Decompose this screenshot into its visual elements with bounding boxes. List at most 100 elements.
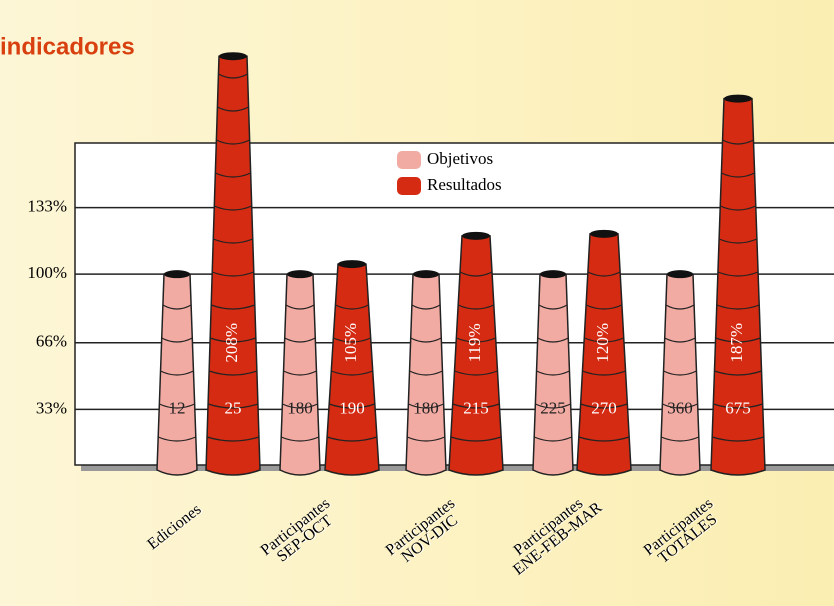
y-tick-label: 33%	[36, 398, 67, 417]
count-label: 215	[463, 398, 489, 417]
bar-ring	[454, 370, 498, 376]
bar-ring	[714, 370, 762, 376]
bar-ring	[716, 304, 760, 310]
bar-ring	[159, 403, 195, 409]
bar-ring	[584, 337, 624, 343]
bar-ring	[578, 436, 630, 442]
bar	[576, 233, 632, 476]
count-label: 270	[591, 398, 617, 417]
bar-ring	[662, 403, 698, 409]
legend-label: Resultados	[427, 175, 502, 194]
bar-ring	[411, 304, 441, 310]
value-label: 208%	[222, 323, 241, 363]
bar-ring	[711, 436, 765, 442]
bar-ring	[209, 337, 257, 343]
bar-ring	[212, 271, 254, 277]
bar-ring	[282, 403, 318, 409]
bar-ring	[717, 271, 759, 277]
bar-ring	[713, 403, 763, 409]
bar-ring	[214, 205, 252, 211]
bar-ring	[452, 403, 500, 409]
bar-ring	[215, 172, 251, 178]
bar-ring	[331, 370, 373, 376]
bar-ring	[161, 337, 193, 343]
bar-top	[667, 270, 693, 279]
chart-title: indicadores	[0, 33, 135, 60]
bar-ring	[533, 436, 573, 442]
count-label: 180	[287, 398, 313, 417]
bar-ring	[410, 337, 442, 343]
bar-ring	[207, 403, 259, 409]
bar-ring	[665, 304, 695, 310]
bar-ring	[409, 370, 443, 376]
bar-ring	[326, 436, 378, 442]
bar-ring	[721, 172, 755, 178]
count-label: 675	[725, 398, 751, 417]
bar-ring	[335, 304, 369, 310]
value-label: 120%	[593, 323, 612, 363]
y-tick-label: 66%	[36, 332, 67, 351]
bar-ring	[664, 337, 696, 343]
bar-top	[219, 52, 247, 61]
bar-ring	[333, 337, 371, 343]
bar-ring	[217, 106, 249, 112]
bar-top	[287, 270, 313, 279]
bar-ring	[216, 139, 250, 145]
bar-top	[590, 229, 618, 238]
bar-ring	[283, 370, 317, 376]
bar	[324, 263, 380, 476]
bar-ring	[160, 370, 194, 376]
bar-ring	[206, 436, 260, 442]
bar-ring	[280, 436, 320, 442]
bar-ring	[580, 403, 628, 409]
bar-ring	[537, 337, 569, 343]
count-label: 225	[540, 398, 566, 417]
legend-label: Objetivos	[427, 149, 493, 168]
count-label: 25	[225, 398, 242, 417]
bar-ring	[218, 73, 248, 79]
bar-ring	[406, 436, 446, 442]
bar-ring	[718, 238, 758, 244]
bar-top	[724, 94, 752, 103]
bar-ring	[284, 337, 316, 343]
count-label: 360	[667, 398, 693, 417]
bar-ring	[536, 370, 570, 376]
bar-ring	[285, 304, 315, 310]
bar-top	[462, 231, 490, 240]
value-label: 187%	[727, 323, 746, 363]
legend-swatch	[397, 177, 421, 195]
bar-ring	[715, 337, 761, 343]
bar-ring	[585, 304, 623, 310]
bar	[205, 55, 261, 476]
bar	[710, 97, 766, 476]
bar-ring	[157, 436, 197, 442]
value-label: 119%	[465, 323, 484, 362]
bar-ring	[210, 304, 256, 310]
value-label: 105%	[341, 323, 360, 363]
bar-ring	[162, 304, 192, 310]
bar-ring	[459, 271, 493, 277]
bar-ring	[328, 403, 376, 409]
bar-ring	[457, 304, 495, 310]
y-tick-label: 100%	[27, 263, 67, 282]
bar-ring	[208, 370, 258, 376]
bar-ring	[663, 370, 697, 376]
bar-ring	[538, 304, 568, 310]
bar-ring	[535, 403, 571, 409]
bar-ring	[450, 436, 502, 442]
legend-swatch	[397, 151, 421, 169]
bar-ring	[213, 238, 253, 244]
bar-ring	[660, 436, 700, 442]
count-label: 190	[339, 398, 365, 417]
bar-ring	[582, 370, 626, 376]
bar-top	[413, 270, 439, 279]
bar-ring	[719, 205, 757, 211]
bar-ring	[722, 139, 754, 145]
bar-ring	[587, 271, 621, 277]
bar-ring	[456, 337, 496, 343]
bar-ring	[408, 403, 444, 409]
bar-top	[164, 270, 190, 279]
bar-top	[338, 260, 366, 269]
